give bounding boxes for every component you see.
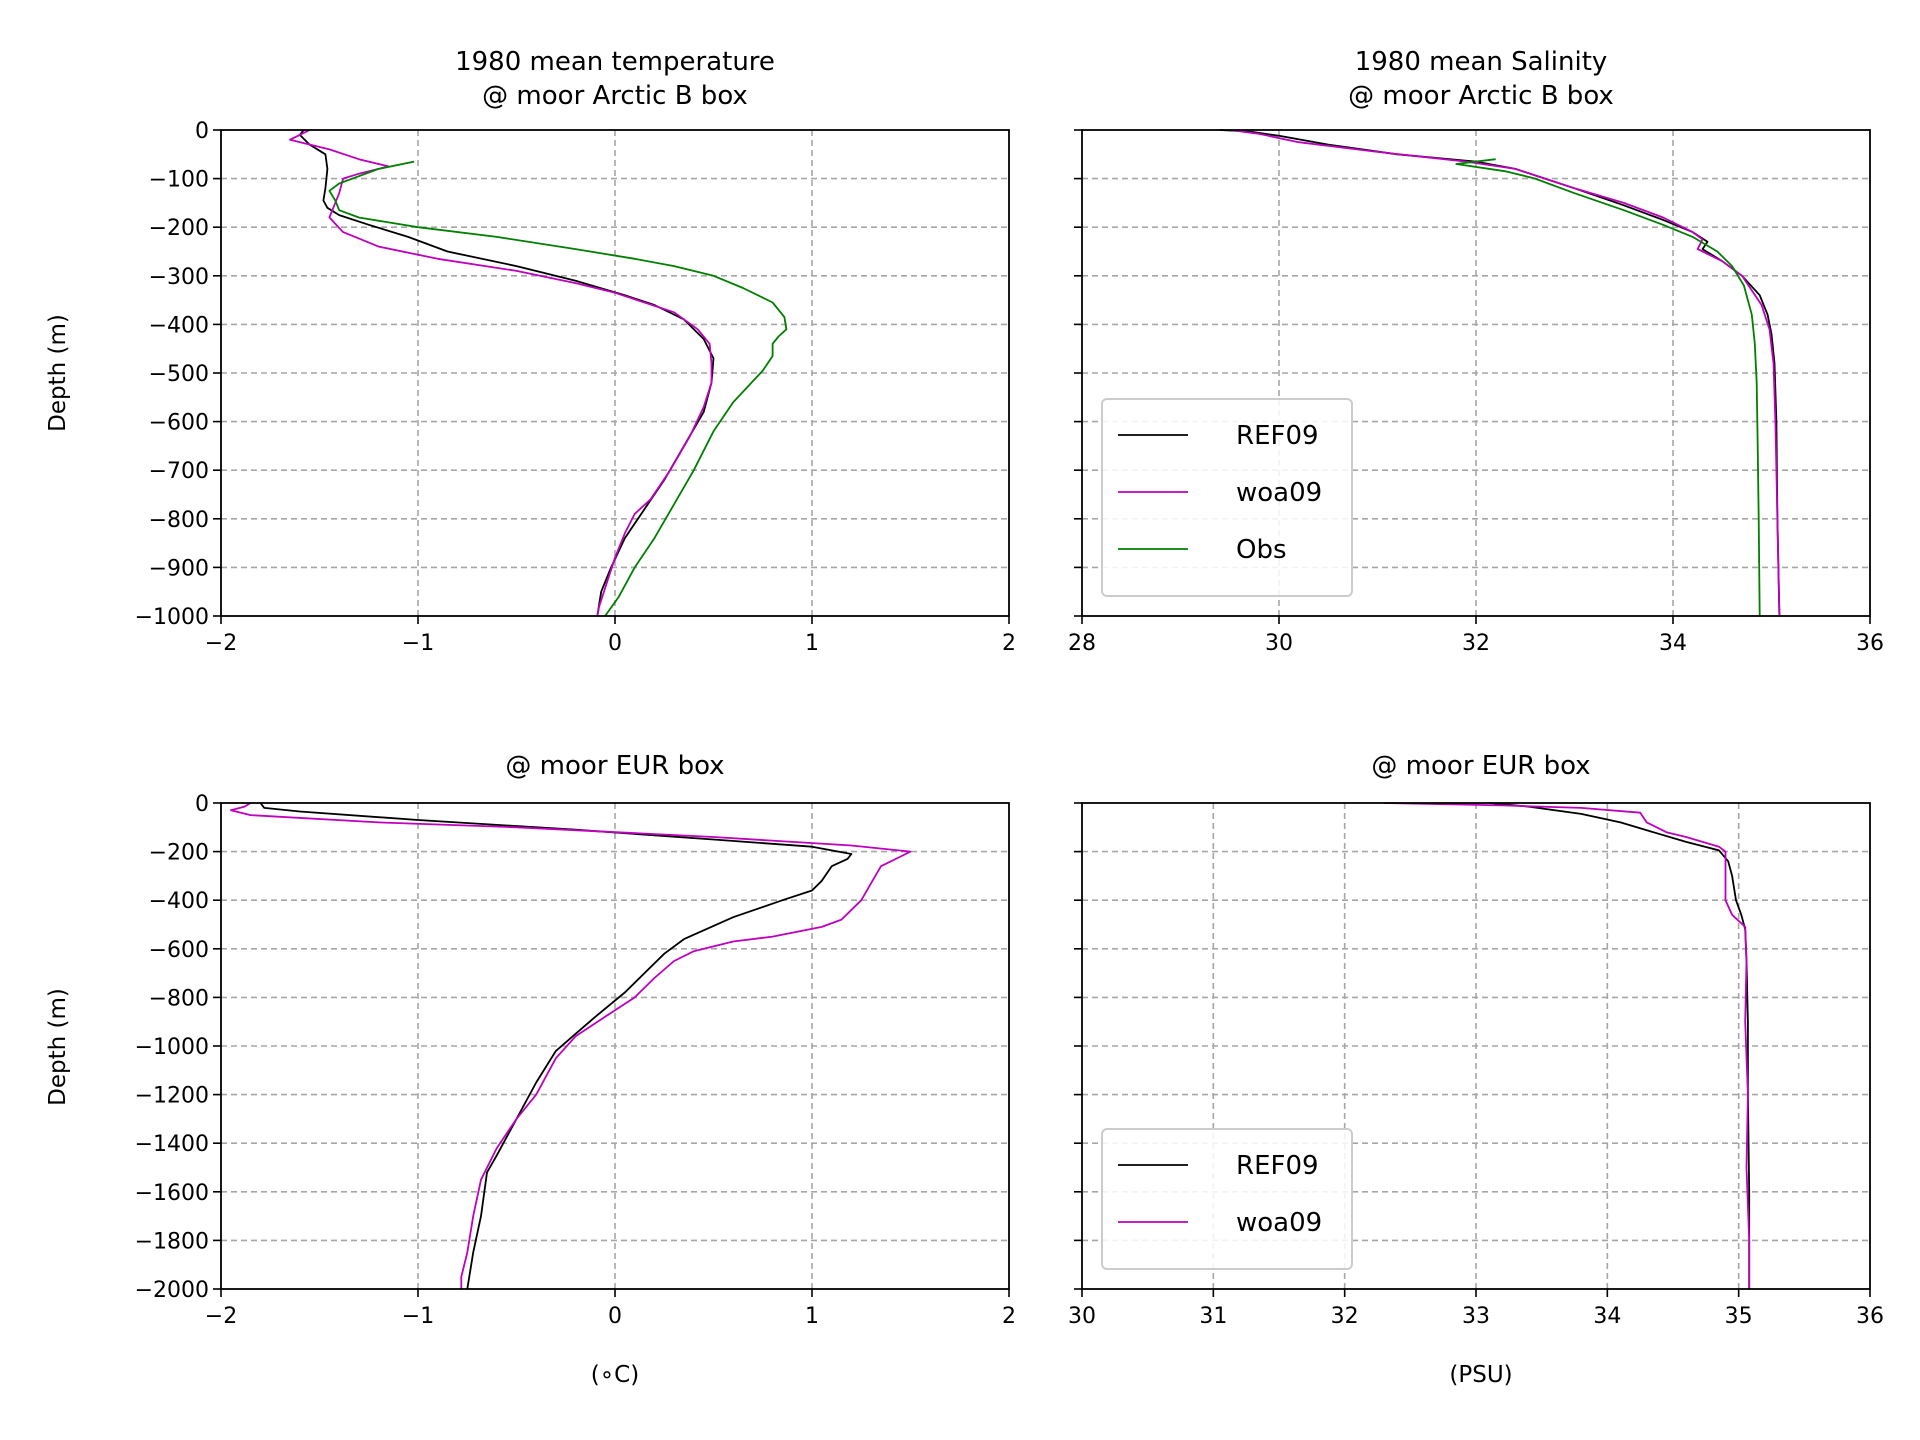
y-tick-label: −700 [149,459,209,484]
x-tick-label: 32 [1331,1304,1359,1329]
y-tick-label: −1800 [135,1229,209,1254]
x-tick-label: 34 [1659,631,1687,656]
x-tick-label: 31 [1199,1304,1227,1329]
y-tick-label: −600 [149,411,209,436]
y-tick-label: 0 [195,792,209,817]
legend-label: Obs [1236,535,1287,565]
y-tick-label: −2000 [135,1278,209,1303]
x-tick-label: 35 [1725,1304,1753,1329]
y-axis-label: Depth (m) [45,314,71,432]
y-tick-label: −300 [149,265,209,290]
x-tick-label: 34 [1593,1304,1621,1329]
temperature-eur-panel: @ moor EUR box Depth (m) (∘C) −2 −1 0 1 2 0 −2… [45,751,1016,1388]
x-tick-label: 36 [1856,1304,1884,1329]
series-line-woa09 [1229,129,1781,617]
series-line-obs [1455,158,1761,617]
grid [221,130,1009,616]
x-tick-label: 36 [1856,631,1884,656]
panel-title-line-2: @ moor Arctic B box [482,81,748,111]
salinity-arctic-panel: 1980 mean Salinity @ moor Arctic B box 2… [1068,47,1884,656]
x-tick-label: −2 [205,1304,237,1329]
y-tick-label: −200 [149,841,209,866]
y-tick-label: −400 [149,889,209,914]
series-lines [289,129,788,617]
x-tick-label: 0 [608,631,622,656]
x-tick-label: 30 [1265,631,1293,656]
x-tick-label: 2 [1002,1304,1016,1329]
salinity-eur-panel: @ moor EUR box (PSU) 30 31 32 33 34 35 36 REF09… [1068,751,1884,1388]
x-tick-label: 30 [1068,1304,1096,1329]
y-tick-label: −500 [149,362,209,387]
y-tick-label: −200 [149,216,209,241]
x-tick-label: −1 [402,1304,434,1329]
x-tick-label: 28 [1068,631,1096,656]
legend-label: REF09 [1236,1151,1319,1181]
y-tick-label: −100 [149,168,209,193]
panel-title-line-1: 1980 mean Salinity [1355,47,1608,77]
y-tick-label: −1000 [135,605,209,630]
grid [221,803,1009,1289]
x-tick-label: 1 [805,1304,819,1329]
series-lines [1384,802,1751,1289]
x-tick-label: 1 [805,631,819,656]
x-tick-label: −1 [402,631,434,656]
panel-title-line-1: 1980 mean temperature [455,47,775,77]
series-line-ref09 [259,802,853,1290]
x-tick-label: 0 [608,1304,622,1329]
series-lines [229,802,912,1290]
y-tick-label: −800 [149,508,209,533]
x-tick-label: −2 [205,631,237,656]
legend-box [1101,398,1353,597]
x-axis-label: (PSU) [1449,1362,1512,1388]
series-line-obs [328,160,788,617]
x-tick-label: 32 [1462,631,1490,656]
panel-title: @ moor EUR box [1371,751,1590,781]
legend-box [1101,1128,1353,1270]
y-tick-label: −1200 [135,1084,209,1109]
series-lines [1219,129,1781,617]
series-line-ref09 [1489,802,1751,1289]
legend: REF09 woa09 Obs [1101,398,1353,597]
y-tick-label: −600 [149,938,209,963]
panel-title: @ moor EUR box [505,751,724,781]
temperature-arctic-panel: 1980 mean temperature @ moor Arctic B bo… [45,47,1016,656]
y-tick-label: 0 [195,119,209,144]
legend-label: REF09 [1236,421,1319,451]
series-line-woa09 [1384,802,1751,1289]
x-axis-label: (∘C) [591,1362,639,1388]
legend-label: woa09 [1236,1208,1322,1238]
legend: REF09 woa09 [1101,1128,1353,1270]
y-tick-label: −1600 [135,1181,209,1206]
y-axis-label: Depth (m) [45,988,71,1106]
series-line-woa09 [229,802,912,1289]
y-tick-label: −1400 [135,1132,209,1157]
legend-label: woa09 [1236,478,1322,508]
x-tick-label: 2 [1002,631,1016,656]
x-tick-label: 33 [1462,1304,1490,1329]
panel-title-line-2: @ moor Arctic B box [1348,81,1614,111]
y-tick-label: −800 [149,986,209,1011]
y-tick-label: −1000 [135,1035,209,1060]
y-tick-label: −900 [149,556,209,581]
y-tick-label: −400 [149,313,209,338]
